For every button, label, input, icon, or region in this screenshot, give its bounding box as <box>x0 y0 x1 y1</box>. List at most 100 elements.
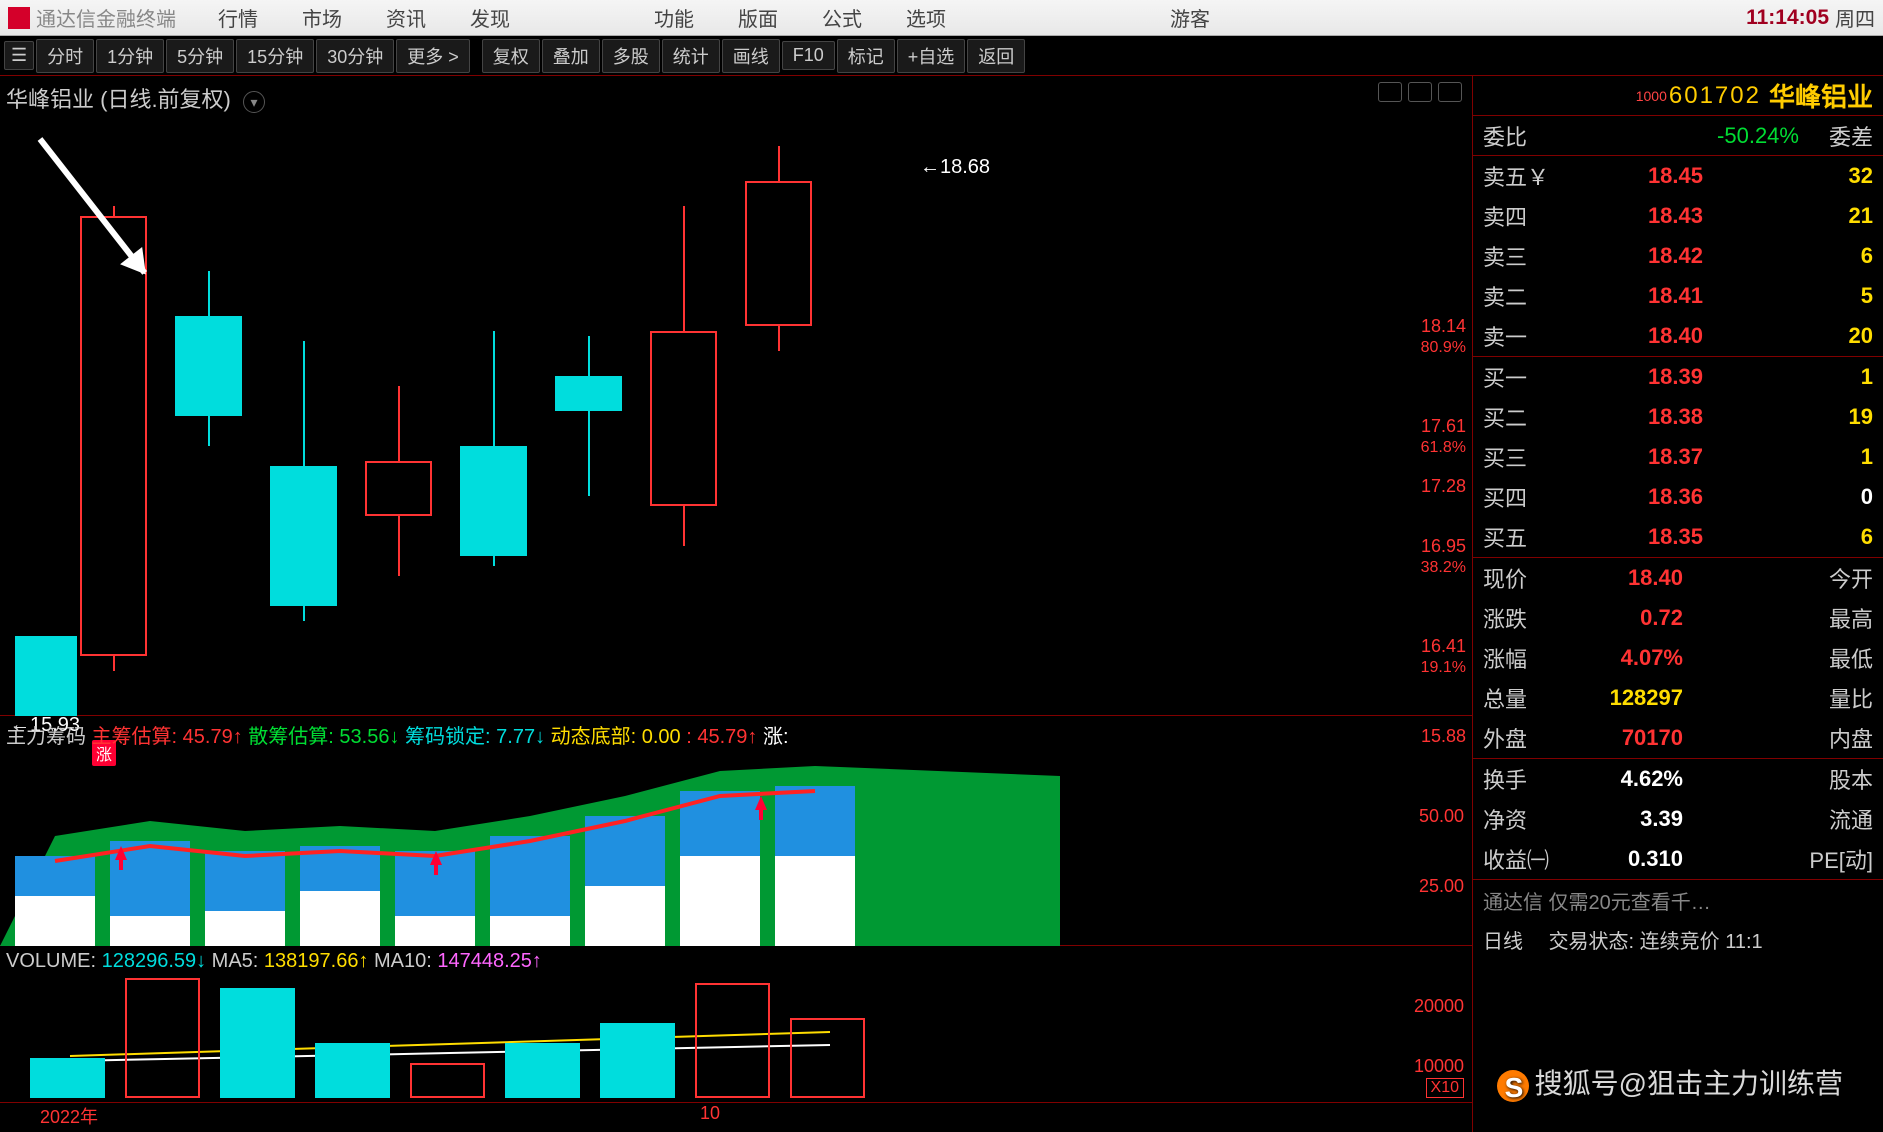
volume-bar <box>790 1018 865 1098</box>
ask-price: 18.41 <box>1563 283 1703 309</box>
bid-vol: 1 <box>1861 364 1873 390</box>
hamburger-icon[interactable]: ☰ <box>4 41 34 70</box>
bid-row[interactable]: 买二 18.38 19 <box>1473 397 1883 437</box>
bid-vol: 0 <box>1861 484 1873 510</box>
ask-row[interactable]: 卖二 18.41 5 <box>1473 276 1883 316</box>
weibi-value: -50.24% <box>1717 123 1799 149</box>
tf-30min[interactable]: 30分钟 <box>316 39 394 73</box>
weicha-label: 委差 <box>1829 120 1873 152</box>
volume-pane[interactable]: VOLUME: 128296.59↓ MA5: 138197.66↑ MA10:… <box>0 946 1472 1102</box>
ask-row[interactable]: 卖四 18.43 21 <box>1473 196 1883 236</box>
volume-bar <box>315 1043 390 1098</box>
info-label: 现价 <box>1483 562 1553 594</box>
tool-multi[interactable]: 多股 <box>602 39 660 73</box>
bid-price: 18.36 <box>1563 484 1703 510</box>
tf-fenshi[interactable]: 分时 <box>36 39 94 73</box>
tool-overlay[interactable]: 叠加 <box>542 39 600 73</box>
menu-guest[interactable]: 游客 <box>1148 3 1232 32</box>
menu-discover[interactable]: 发现 <box>448 3 532 32</box>
tf-5min[interactable]: 5分钟 <box>166 39 234 73</box>
chevron-down-icon[interactable]: ▾ <box>243 91 265 113</box>
info-label: 换手 <box>1483 763 1553 795</box>
pane-icon-3[interactable] <box>1438 82 1462 102</box>
bid-row[interactable]: 买一 18.39 1 <box>1473 357 1883 397</box>
ask-vol: 20 <box>1849 323 1873 349</box>
menu-layout[interactable]: 版面 <box>716 3 800 32</box>
info-row: 涨跌 0.72 最高 <box>1473 598 1883 638</box>
volume-bar <box>410 1063 485 1098</box>
info-label2: 流通 <box>1829 803 1873 835</box>
pane-controls <box>1378 82 1462 102</box>
info-row: 外盘 70170 内盘 <box>1473 718 1883 758</box>
volume-bar <box>220 988 295 1098</box>
tool-mark[interactable]: 标记 <box>837 39 895 73</box>
info-value: 4.62% <box>1553 766 1683 792</box>
ask-row[interactable]: 卖五￥ 18.45 32 <box>1473 156 1883 196</box>
bid-label: 买一 <box>1483 361 1563 393</box>
toolbar: ☰ 分时 1分钟 5分钟 15分钟 30分钟 更多 > 复权 叠加 多股 统计 … <box>0 36 1883 76</box>
info-value: 0.310 <box>1553 846 1683 872</box>
app-logo <box>8 7 30 29</box>
ask-row[interactable]: 卖一 18.40 20 <box>1473 316 1883 356</box>
stock-code: 601702 <box>1669 82 1761 110</box>
info-row: 换手 4.62% 股本 <box>1473 759 1883 799</box>
info-label: 涨跌 <box>1483 602 1553 634</box>
volume-bar <box>125 978 200 1098</box>
info-label2: 今开 <box>1829 562 1873 594</box>
info-row: 净资 3.39 流通 <box>1473 799 1883 839</box>
bid-label: 买二 <box>1483 401 1563 433</box>
volume-bar <box>30 1058 105 1098</box>
up-arrow-icon <box>755 796 767 810</box>
up-arrow-icon <box>430 851 442 865</box>
bid-row[interactable]: 买四 18.36 0 <box>1473 477 1883 517</box>
tool-fuquan[interactable]: 复权 <box>482 39 540 73</box>
menu-options[interactable]: 选项 <box>884 3 968 32</box>
info-label2: 股本 <box>1829 763 1873 795</box>
up-arrow-icon <box>115 846 127 860</box>
info-label2: 内盘 <box>1829 722 1873 754</box>
bid-price: 18.35 <box>1563 524 1703 550</box>
tool-back[interactable]: 返回 <box>967 39 1025 73</box>
info-label: 总量 <box>1483 682 1553 714</box>
menu-function[interactable]: 功能 <box>632 3 716 32</box>
tool-addfav[interactable]: +自选 <box>897 39 966 73</box>
app-title: 通达信金融终端 <box>36 3 176 32</box>
ask-label: 卖四 <box>1483 200 1563 232</box>
tool-f10[interactable]: F10 <box>782 41 835 70</box>
tf-15min[interactable]: 15分钟 <box>236 39 314 73</box>
indicator-pane[interactable]: 主力筹码 主筹估算: 45.79↑ 散筹估算: 53.56↓ 筹码锁定: 7.7… <box>0 716 1472 946</box>
menu-news[interactable]: 资讯 <box>364 3 448 32</box>
info-row: 收益㈠ 0.310 PE[动] <box>1473 839 1883 879</box>
weekday: 周四 <box>1835 3 1875 32</box>
tf-1min[interactable]: 1分钟 <box>96 39 164 73</box>
ask-price: 18.42 <box>1563 243 1703 269</box>
chart-area[interactable]: 华峰铝业 (日线.前复权) ▾ <box>0 76 1473 1132</box>
ask-vol: 21 <box>1849 203 1873 229</box>
bid-row[interactable]: 买三 18.37 1 <box>1473 437 1883 477</box>
stock-header[interactable]: 1000 601702 华峰铝业 <box>1473 76 1883 116</box>
order-book-panel: 1000 601702 华峰铝业 委比 -50.24% 委差 卖五￥ 18.45… <box>1473 76 1883 1132</box>
tool-stats[interactable]: 统计 <box>662 39 720 73</box>
info-value: 4.07% <box>1553 645 1683 671</box>
ask-label: 卖一 <box>1483 320 1563 352</box>
menu-quotes[interactable]: 行情 <box>196 3 280 32</box>
menu-market[interactable]: 市场 <box>280 3 364 32</box>
tool-draw[interactable]: 画线 <box>722 39 780 73</box>
tf-more[interactable]: 更多 > <box>396 39 470 73</box>
ask-label: 卖五￥ <box>1483 160 1563 192</box>
chart-title: 华峰铝业 (日线.前复权) ▾ <box>6 82 265 114</box>
pane-icon-2[interactable] <box>1408 82 1432 102</box>
info-label: 收益㈠ <box>1483 843 1553 875</box>
ask-row[interactable]: 卖三 18.42 6 <box>1473 236 1883 276</box>
ask-label: 卖三 <box>1483 240 1563 272</box>
info-row: 涨幅 4.07% 最低 <box>1473 638 1883 678</box>
menubar: 通达信金融终端 行情 市场 资讯 发现 功能 版面 公式 选项 游客 11:14… <box>0 0 1883 36</box>
menu-formula[interactable]: 公式 <box>800 3 884 32</box>
bid-row[interactable]: 买五 18.35 6 <box>1473 517 1883 557</box>
ask-vol: 5 <box>1861 283 1873 309</box>
bid-label: 买三 <box>1483 441 1563 473</box>
watermark: 搜狐号@狙击主力训练营 <box>1497 1062 1843 1102</box>
kline-pane[interactable]: 华峰铝业 (日线.前复权) ▾ <box>0 76 1472 716</box>
bid-label: 买四 <box>1483 481 1563 513</box>
pane-icon-1[interactable] <box>1378 82 1402 102</box>
